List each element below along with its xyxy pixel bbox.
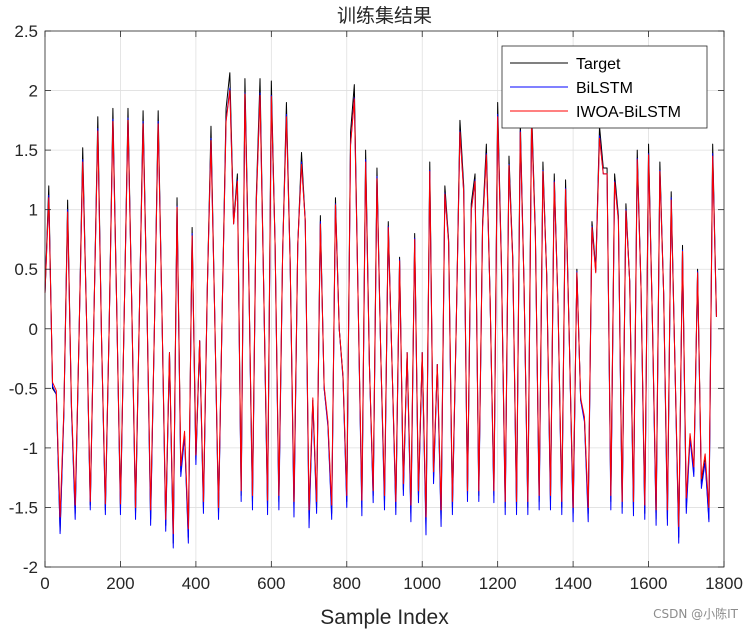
legend-label-target: Target [576,56,621,73]
x-tick-label: 1400 [554,574,592,593]
series-line-iwoa-bilstm [44,90,717,535]
y-tick-label: 1 [29,201,38,220]
y-tick-label: 1.5 [14,141,38,160]
x-tick-label: 1200 [479,574,517,593]
x-tick-label: 0 [40,574,49,593]
x-tick-label: 600 [257,574,285,593]
x-tick-label: 1600 [630,574,668,593]
y-tick-label: 0.5 [14,260,38,279]
plot-frame [44,30,725,568]
y-tick-label: 0 [29,320,38,339]
y-tick-label: -2 [23,558,38,577]
series-layer [44,72,717,549]
x-tick-label: 1800 [705,574,743,593]
y-tick-label: -1.5 [9,498,38,517]
y-tick-label: -1 [23,439,38,458]
legend-label-iwoa-bilstm: IWOA-BiLSTM [576,104,681,121]
chart-title: 训练集结果 [337,5,432,27]
legend-label-bilstm: BiLSTM [576,80,633,97]
watermark: CSDN @小陈IT [653,607,738,621]
ticks: 0 200 400 600 800 1000 1200 1400 1600 1800 -2 -1.5 -… [9,22,743,593]
y-tick-label: -0.5 [9,379,38,398]
x-tick-label: 400 [182,574,210,593]
x-tick-label: 1000 [403,574,441,593]
y-tick-label: 2 [29,82,38,101]
x-axis-title: Sample Index [320,606,449,629]
x-tick-label: 800 [333,574,361,593]
x-tick-label: 200 [106,574,134,593]
legend: Target BiLSTM IWOA-BiLSTM [501,45,708,129]
y-tick-label: 2.5 [14,22,38,41]
